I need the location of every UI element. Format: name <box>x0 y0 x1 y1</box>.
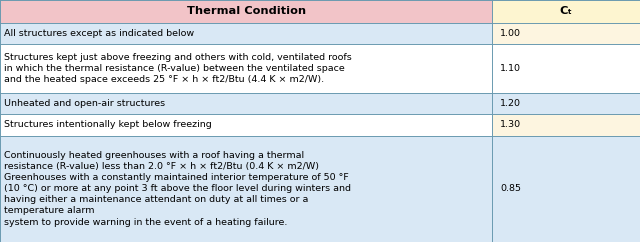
Bar <box>0 114 492 136</box>
Text: Structures intentionally kept below freezing: Structures intentionally kept below free… <box>4 121 212 129</box>
Bar <box>492 114 640 136</box>
Text: 1.10: 1.10 <box>500 64 521 73</box>
Bar <box>492 0 640 23</box>
Text: 1.00: 1.00 <box>500 29 521 38</box>
Bar <box>0 23 492 44</box>
Bar <box>0 136 492 242</box>
Text: 1.20: 1.20 <box>500 99 521 108</box>
Bar <box>492 136 640 242</box>
Bar <box>0 93 492 114</box>
Bar <box>492 93 640 114</box>
Text: 1.30: 1.30 <box>500 121 522 129</box>
Text: Structures kept just above freezing and others with cold, ventilated roofs
in wh: Structures kept just above freezing and … <box>4 53 352 84</box>
Text: Unheated and open-air structures: Unheated and open-air structures <box>4 99 165 108</box>
Bar <box>492 44 640 93</box>
Bar <box>492 23 640 44</box>
Text: Continuously heated greenhouses with a roof having a thermal
resistance (R-value: Continuously heated greenhouses with a r… <box>4 151 351 227</box>
Text: Thermal Condition: Thermal Condition <box>186 6 306 16</box>
Text: 0.85: 0.85 <box>500 184 521 193</box>
Bar <box>0 44 492 93</box>
Text: All structures except as indicated below: All structures except as indicated below <box>4 29 194 38</box>
Bar <box>0 0 492 23</box>
Text: Cₜ: Cₜ <box>559 6 573 16</box>
